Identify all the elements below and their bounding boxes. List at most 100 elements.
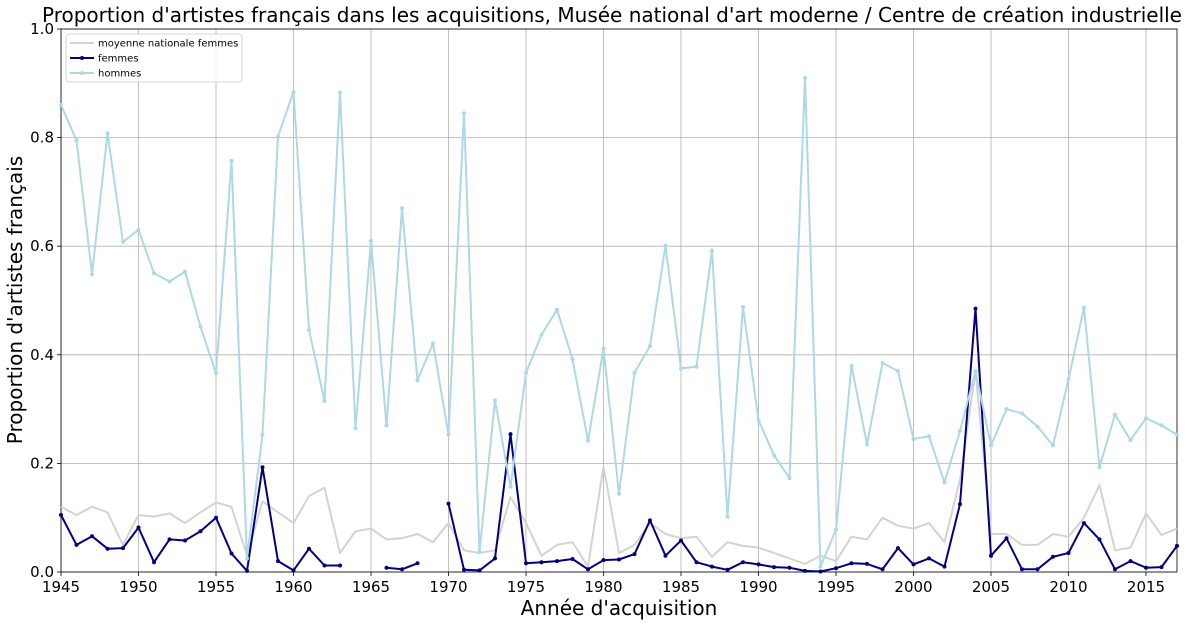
- data-point: [958, 502, 962, 507]
- data-point: [927, 556, 931, 561]
- data-point: [772, 565, 776, 570]
- data-point: [1066, 551, 1071, 555]
- data-point: [1020, 567, 1024, 572]
- data-point: [59, 513, 63, 517]
- data-point: [741, 560, 745, 565]
- x-tick-label: 1990: [739, 578, 777, 596]
- data-point: [493, 556, 497, 561]
- data-point: [322, 399, 327, 403]
- data-point: [663, 243, 668, 248]
- data-point: [1051, 443, 1055, 448]
- data-point: [1144, 416, 1148, 421]
- data-point: [586, 438, 590, 443]
- legend-marker: [80, 56, 84, 60]
- data-point: [865, 442, 869, 447]
- legend-marker: [80, 71, 84, 75]
- x-tick-label: 2005: [972, 578, 1010, 596]
- data-point: [245, 568, 249, 573]
- data-point: [477, 549, 482, 554]
- data-point: [663, 553, 668, 558]
- data-point: [415, 561, 420, 566]
- data-point: [1159, 423, 1164, 428]
- x-tick-label: 2010: [1049, 578, 1087, 596]
- data-point: [679, 366, 683, 371]
- data-point: [462, 567, 466, 572]
- data-point: [446, 432, 451, 437]
- x-tick-label: 1965: [352, 578, 390, 596]
- data-point: [818, 569, 823, 574]
- data-point: [415, 378, 420, 383]
- x-tick-label: 1975: [507, 578, 545, 596]
- data-point: [725, 567, 730, 572]
- data-point: [973, 369, 978, 374]
- data-point: [322, 563, 327, 568]
- data-point: [942, 564, 947, 569]
- data-point: [1128, 438, 1133, 443]
- data-point: [291, 90, 296, 94]
- data-point: [1159, 565, 1164, 570]
- data-point: [214, 515, 218, 520]
- data-point: [973, 306, 978, 311]
- data-point: [896, 546, 900, 551]
- plot-frame: [60, 28, 1178, 573]
- data-point: [493, 398, 497, 403]
- y-tick-label: 0.0: [30, 563, 54, 581]
- data-point: [1051, 554, 1055, 559]
- data-point: [338, 563, 342, 568]
- data-point: [291, 568, 296, 573]
- legend-label: hommes: [98, 69, 141, 80]
- data-point: [834, 566, 838, 571]
- data-point: [648, 518, 652, 523]
- data-point: [353, 426, 358, 431]
- series-layer: [59, 75, 1179, 574]
- data-point: [1144, 565, 1148, 570]
- data-point: [198, 529, 203, 534]
- x-tick-label: 1950: [119, 578, 157, 596]
- data-point: [694, 560, 699, 565]
- data-point: [167, 279, 172, 284]
- data-point: [570, 557, 575, 561]
- data-point: [1004, 407, 1009, 412]
- data-point: [756, 418, 761, 422]
- data-point: [958, 428, 962, 433]
- data-point: [1082, 521, 1086, 526]
- data-point: [431, 341, 435, 346]
- data-point: [307, 327, 311, 332]
- legend: moyenne nationale femmes femmes hommes: [65, 33, 243, 83]
- y-axis-title: Proportion d'artistes français: [3, 156, 27, 444]
- data-point: [1020, 411, 1024, 416]
- data-point: [555, 559, 559, 564]
- x-tick-label: 1955: [197, 578, 235, 596]
- series-hommes: [59, 75, 1179, 569]
- data-point: [942, 480, 947, 485]
- data-point: [1035, 424, 1040, 429]
- data-point: [384, 423, 389, 428]
- data-point: [880, 360, 885, 365]
- data-point: [679, 538, 683, 543]
- data-point: [1066, 377, 1071, 382]
- data-point: [896, 369, 900, 374]
- y-tick-label: 0.4: [30, 346, 54, 364]
- y-tick-label: 0.8: [30, 129, 54, 147]
- data-point: [183, 269, 187, 274]
- data-point: [617, 491, 621, 496]
- data-point: [818, 564, 823, 569]
- data-point: [152, 560, 156, 565]
- data-point: [1128, 559, 1133, 564]
- data-point: [1175, 432, 1179, 437]
- data-point: [834, 527, 838, 532]
- chart-title: Proportion d'artistes français dans les …: [42, 3, 1182, 27]
- data-point: [105, 131, 110, 136]
- data-point: [198, 324, 203, 329]
- x-tick-label: 1945: [42, 578, 80, 596]
- data-point: [710, 248, 714, 253]
- data-point: [524, 370, 528, 375]
- data-point: [1097, 465, 1102, 470]
- data-point: [1175, 543, 1179, 548]
- data-point: [276, 559, 280, 564]
- data-point: [152, 271, 156, 276]
- data-point: [446, 501, 451, 506]
- data-point: [570, 357, 575, 362]
- data-point: [183, 538, 187, 543]
